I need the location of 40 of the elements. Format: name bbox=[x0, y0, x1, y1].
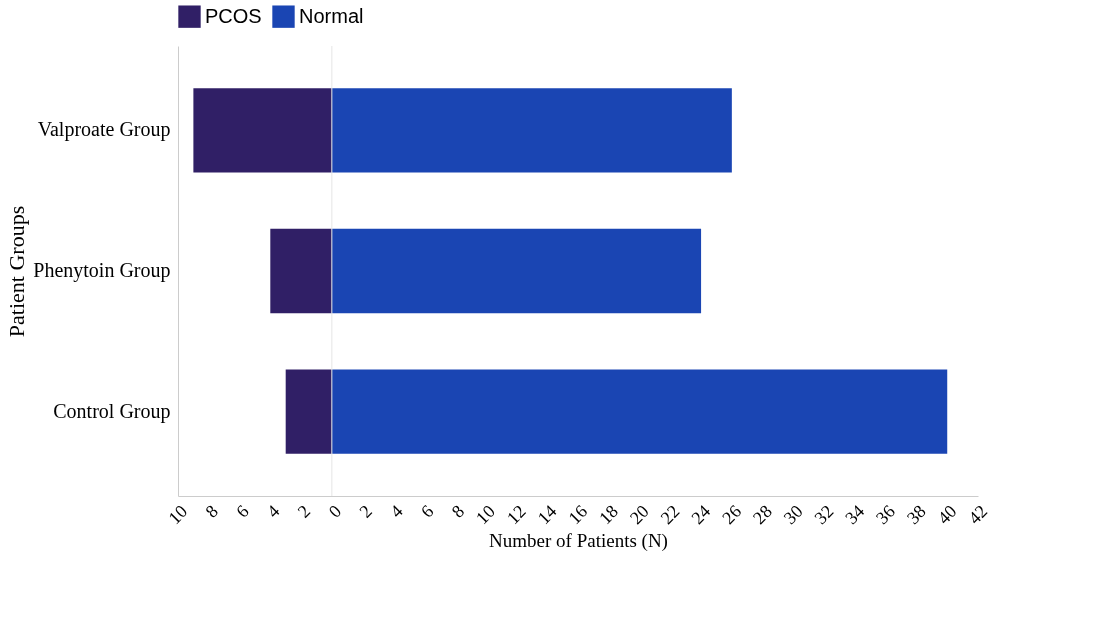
y-tick-label: Control Group bbox=[53, 399, 171, 423]
x-tick-label: 26 bbox=[718, 501, 746, 528]
x-tick-label: 0 bbox=[324, 501, 346, 522]
x-tick-label: 38 bbox=[902, 501, 930, 528]
bar bbox=[285, 369, 332, 454]
x-tick-label: 12 bbox=[502, 501, 530, 528]
bar bbox=[331, 228, 702, 314]
y-tick-label: Valproate Group bbox=[37, 118, 171, 142]
x-tick-label: 10 bbox=[472, 501, 499, 528]
x-tick-label: 24 bbox=[687, 501, 715, 528]
x-tick-label: 14 bbox=[533, 501, 561, 528]
x-tick-label: 40 bbox=[933, 501, 961, 528]
x-tick-label: 28 bbox=[748, 501, 776, 528]
x-tick-label: 6 bbox=[416, 501, 438, 522]
legend-label: Normal bbox=[299, 4, 364, 27]
x-tick-label: 34 bbox=[841, 501, 869, 528]
bar bbox=[331, 369, 948, 454]
x-tick-label: 22 bbox=[656, 501, 684, 528]
y-tick-label: Phenytoin Group bbox=[33, 259, 171, 282]
x-tick-label: 32 bbox=[810, 501, 838, 528]
bar bbox=[270, 228, 332, 314]
x-tick-label: 2 bbox=[355, 501, 376, 522]
x-tick-label: 10 bbox=[164, 501, 192, 528]
x-tick-label: 6 bbox=[232, 501, 253, 522]
bar bbox=[331, 88, 732, 173]
x-tick-label: 20 bbox=[625, 501, 653, 528]
x-tick-label: 2 bbox=[293, 501, 315, 522]
legend-label: PCOS bbox=[205, 4, 262, 27]
x-tick-label: 36 bbox=[872, 501, 899, 528]
x-tick-label: 42 bbox=[964, 501, 992, 528]
x-axis-title: Number of Patients (N) bbox=[489, 529, 668, 552]
x-tick-label: 8 bbox=[447, 501, 469, 522]
y-axis-title: Patient Groups bbox=[4, 205, 30, 338]
x-tick-label: 16 bbox=[564, 501, 592, 528]
x-tick-label: 18 bbox=[595, 501, 622, 528]
x-tick-label: 30 bbox=[779, 501, 807, 528]
x-tick-label: 8 bbox=[201, 501, 222, 522]
x-tick-label: 4 bbox=[263, 501, 284, 522]
x-tick-label: 4 bbox=[386, 501, 407, 522]
bar bbox=[193, 88, 332, 173]
